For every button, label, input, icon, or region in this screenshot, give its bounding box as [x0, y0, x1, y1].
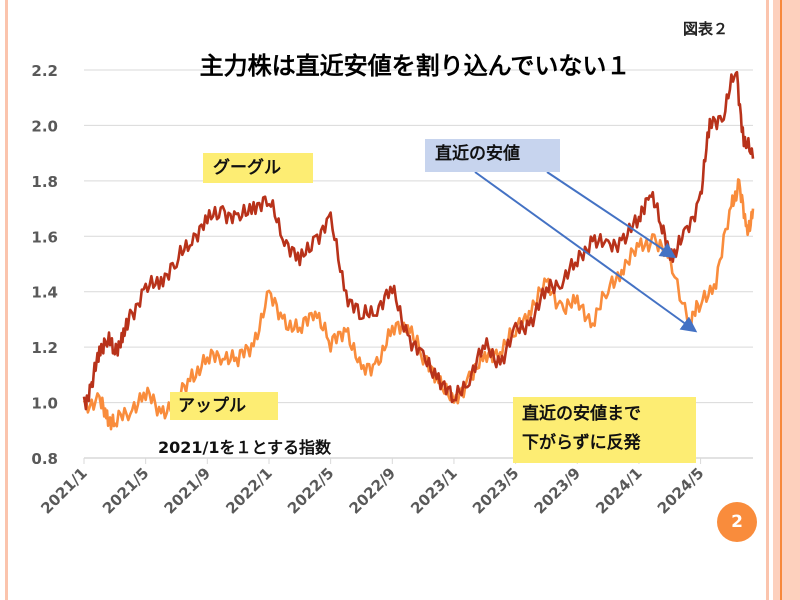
figure-label: 図表２ — [683, 20, 729, 38]
google-label: グーグル — [203, 153, 313, 183]
arrow-to-google-low — [546, 171, 677, 259]
y-tick-label: 2.0 — [31, 117, 58, 135]
rebound-note-line2: 下がらずに反発 — [522, 433, 641, 453]
apple-label: アップル — [170, 392, 278, 420]
series-line-google — [82, 70, 755, 411]
right-border-band — [773, 0, 800, 600]
recent-low-label: 直近の安値 — [425, 139, 560, 172]
rebound-note: 直近の安値まで 下がらずに反発 — [513, 397, 696, 463]
x-tick-label: 2021/9 — [161, 464, 215, 518]
right-border-stripe — [766, 0, 769, 600]
chart-title: 主力株は直近安値を割り込んでいない１ — [199, 52, 631, 80]
x-tick-label: 2023/9 — [531, 464, 585, 518]
y-tick-label: 0.8 — [31, 450, 58, 468]
left-border — [5, 0, 8, 600]
x-tick-label: 2022/9 — [346, 464, 400, 518]
y-tick-label: 1.6 — [31, 228, 58, 246]
x-tick-label: 2023/5 — [469, 464, 523, 518]
x-tick-label: 2022/5 — [284, 464, 338, 518]
y-tick-label: 1.0 — [31, 395, 58, 413]
y-tick-label: 1.2 — [31, 339, 58, 357]
rebound-note-line1: 直近の安値まで — [522, 404, 641, 424]
right-border-line — [780, 0, 782, 600]
x-tick-label: 2024/1 — [592, 464, 646, 518]
page-number: 2 — [717, 502, 757, 542]
y-tick-label: 2.2 — [31, 62, 58, 80]
x-tick-label: 2021/1 — [37, 464, 91, 518]
arrow-to-apple-low — [474, 171, 698, 333]
x-tick-label: 2022/1 — [222, 464, 276, 518]
y-tick-label: 1.4 — [31, 284, 58, 302]
index-note: 2021/1を１とする指数 — [158, 438, 332, 457]
x-tick-label: 2021/5 — [99, 464, 153, 518]
y-tick-label: 1.8 — [31, 173, 58, 191]
x-tick-label: 2023/1 — [407, 464, 461, 518]
x-tick-label: 2024/5 — [654, 464, 708, 518]
